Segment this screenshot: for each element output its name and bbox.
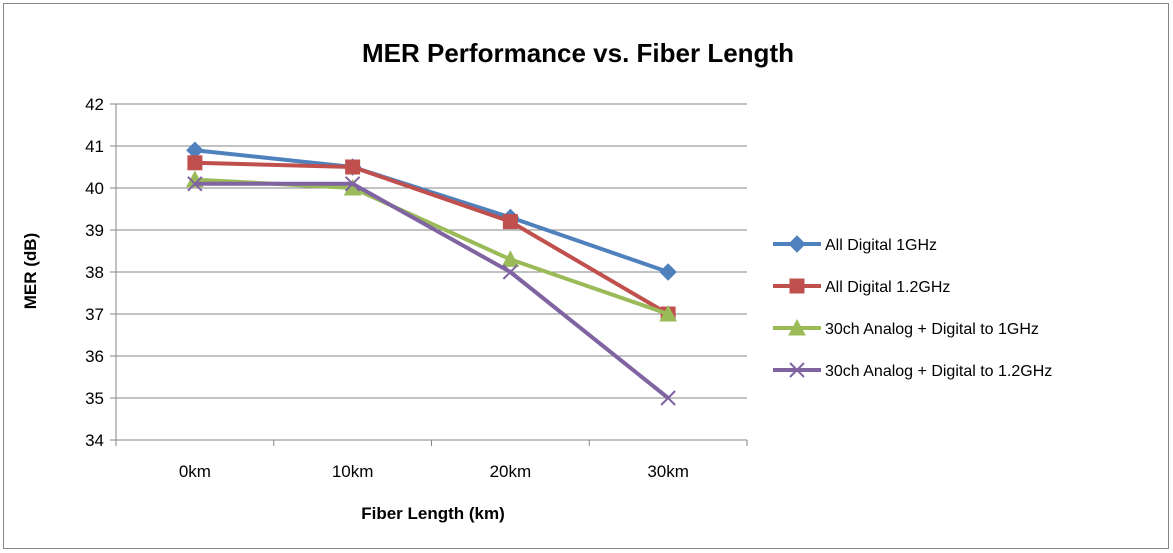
y-tick-label: 35 — [85, 389, 104, 408]
x-tick-label: 10km — [332, 462, 374, 481]
y-tick-label: 38 — [85, 263, 104, 282]
series-line — [194, 160, 670, 316]
chart-frame — [3, 3, 1169, 549]
data-point — [501, 250, 520, 267]
data-point — [187, 176, 203, 192]
series-lines — [186, 141, 677, 406]
legend-marker — [788, 235, 806, 253]
data-point — [502, 264, 519, 280]
y-tick-label: 40 — [85, 179, 104, 198]
data-point — [344, 176, 361, 192]
y-tick-labels: 34 35 36 37 38 39 40 41 42 — [85, 95, 104, 450]
legend: All Digital 1GHz All Digital 1.2GHz 30ch A… — [773, 235, 1052, 380]
legend-entry: 30ch Analog + Digital to 1GHz — [773, 318, 1039, 338]
x-axis-title: Fiber Length (km) — [361, 504, 505, 523]
y-tick-label: 39 — [85, 221, 104, 240]
series-line — [194, 148, 669, 274]
data-point — [345, 159, 361, 175]
legend-marker — [789, 278, 805, 294]
series-4 — [187, 176, 676, 406]
legend-entry: 30ch Analog + Digital to 1.2GHz — [773, 362, 1052, 380]
y-tick-label: 34 — [85, 431, 104, 450]
y-tick-label: 41 — [85, 137, 104, 156]
legend-entry: All Digital 1GHz — [773, 235, 937, 254]
data-point — [659, 263, 677, 281]
x-tick-label: 20km — [490, 462, 532, 481]
legend-marker — [788, 318, 806, 336]
data-point — [187, 155, 203, 171]
chart-title: MER Performance vs. Fiber Length — [362, 38, 794, 68]
x-tick-labels: 0km 10km 20km 30km — [179, 462, 689, 481]
y-tick-label: 36 — [85, 347, 104, 366]
x-tick-label: 30km — [647, 462, 689, 481]
y-tick-label: 42 — [85, 95, 104, 114]
legend-label: All Digital 1.2GHz — [825, 279, 950, 296]
data-point — [659, 304, 677, 322]
y-axis-title: MER (dB) — [21, 233, 40, 309]
x-tick-label: 0km — [179, 462, 211, 481]
legend-entry: All Digital 1.2GHz — [773, 278, 950, 296]
y-tick-label: 37 — [85, 305, 104, 324]
legend-label: All Digital 1GHz — [825, 237, 937, 254]
series-line — [194, 181, 670, 400]
legend-marker — [789, 362, 805, 378]
gridlines — [116, 103, 747, 399]
data-point — [502, 214, 518, 230]
axes — [110, 103, 748, 446]
legend-label: 30ch Analog + Digital to 1GHz — [825, 321, 1039, 338]
series-2 — [187, 155, 676, 322]
data-point — [660, 390, 676, 406]
legend-label: 30ch Analog + Digital to 1.2GHz — [825, 363, 1052, 380]
